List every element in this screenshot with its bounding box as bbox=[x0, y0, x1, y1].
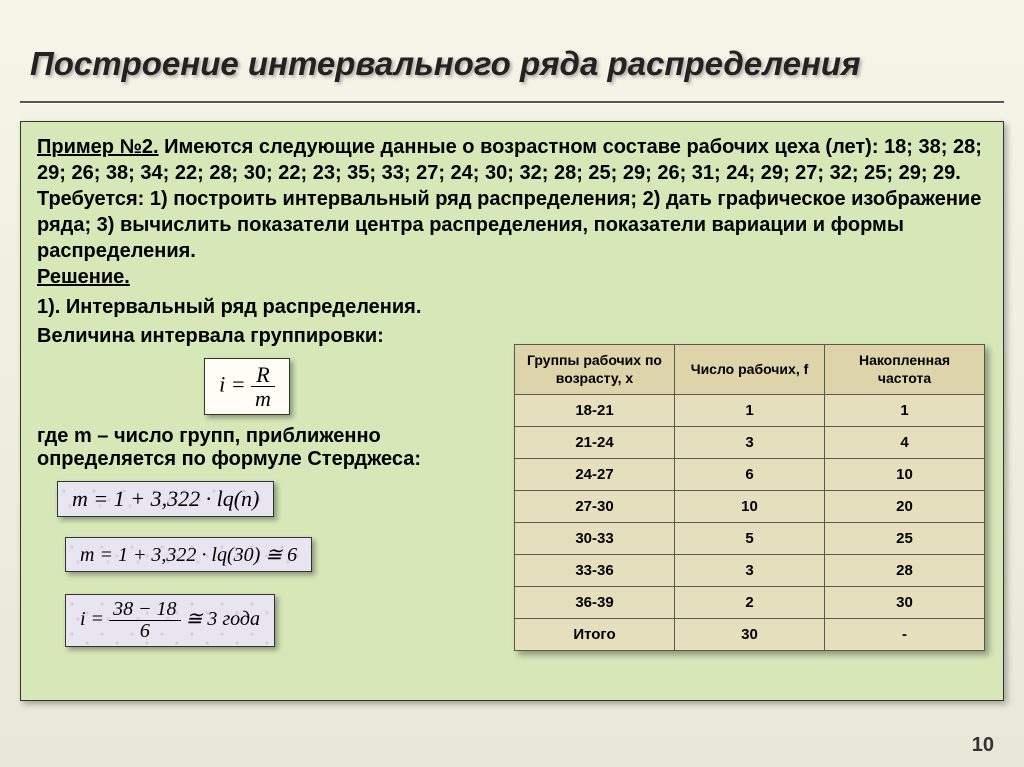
i-calc-num: 38 − 18 bbox=[109, 599, 181, 621]
formula-i-num: R bbox=[251, 363, 275, 387]
table-cell: 28 bbox=[825, 555, 985, 587]
table-cell: 6 bbox=[675, 459, 825, 491]
formula-i-box: i = Rm bbox=[204, 358, 290, 415]
th-count: Число рабочих, f bbox=[675, 345, 825, 395]
table-cell: 27-30 bbox=[515, 491, 675, 523]
divider bbox=[20, 101, 1004, 103]
table-row: 21-2434 bbox=[515, 427, 985, 459]
table-cell: 25 bbox=[825, 523, 985, 555]
table-cell: 30 bbox=[675, 619, 825, 651]
table-cell: 10 bbox=[675, 491, 825, 523]
i-calc-frac: 38 − 186 bbox=[109, 599, 181, 642]
th-cumfreq: Накопленная частота bbox=[825, 345, 985, 395]
table-row: Итого30- bbox=[515, 619, 985, 651]
table-cell: 1 bbox=[675, 395, 825, 427]
formula-i-frac: Rm bbox=[251, 363, 275, 410]
table-cell: 20 bbox=[825, 491, 985, 523]
table-cell: 3 bbox=[675, 555, 825, 587]
table-cell: 5 bbox=[675, 523, 825, 555]
table-cell: - bbox=[825, 619, 985, 651]
table-cell: 21-24 bbox=[515, 427, 675, 459]
content-box: Пример №2. Имеются следующие данные о во… bbox=[20, 121, 1004, 701]
i-calc-rhs: ≅ 3 года bbox=[181, 608, 260, 630]
th-groups: Группы рабочих по возрасту, x bbox=[515, 345, 675, 395]
table-row: 30-33525 bbox=[515, 523, 985, 555]
table-cell: Итого bbox=[515, 619, 675, 651]
table-cell: 3 bbox=[675, 427, 825, 459]
table-cell: 36-39 bbox=[515, 587, 675, 619]
problem-statement: Пример №2. Имеются следующие данные о во… bbox=[37, 134, 987, 290]
example-label: Пример №2. bbox=[37, 136, 159, 158]
table-cell: 24-27 bbox=[515, 459, 675, 491]
i-calc-lhs: i = bbox=[80, 608, 109, 630]
table-row: 27-301020 bbox=[515, 491, 985, 523]
table-cell: 30-33 bbox=[515, 523, 675, 555]
step1-title: 1). Интервальный ряд распределения. bbox=[37, 296, 987, 319]
page-number: 10 bbox=[972, 734, 994, 757]
table-row: 36-39230 bbox=[515, 587, 985, 619]
distribution-table: Группы рабочих по возрасту, x Число рабо… bbox=[514, 344, 985, 651]
m-description: где m – число групп, приближенно определ… bbox=[37, 425, 457, 471]
table-cell: 2 bbox=[675, 587, 825, 619]
table-row: 24-27610 bbox=[515, 459, 985, 491]
i-calc-box: i = 38 − 186 ≅ 3 года bbox=[65, 594, 275, 647]
problem-intro: Имеются следующие данные о возрастном со… bbox=[159, 136, 885, 158]
table-cell: 30 bbox=[825, 587, 985, 619]
solution-label: Решение. bbox=[37, 266, 130, 288]
table-cell: 18-21 bbox=[515, 395, 675, 427]
m-calc-box: m = 1 + 3,322 · lq(30) ≅ 6 bbox=[65, 537, 312, 572]
formula-i-den: m bbox=[251, 387, 275, 410]
slide-title: Построение интервального ряда распределе… bbox=[0, 0, 1024, 101]
table-cell: 4 bbox=[825, 427, 985, 459]
table-row: 33-36328 bbox=[515, 555, 985, 587]
table-header-row: Группы рабочих по возрасту, x Число рабо… bbox=[515, 345, 985, 395]
i-calc-den: 6 bbox=[109, 621, 181, 642]
sturges-formula-box: m = 1 + 3,322 · lq(n) bbox=[57, 481, 274, 517]
table-row: 18-2111 bbox=[515, 395, 985, 427]
interval-size-label: Величина интервала группировки: bbox=[37, 325, 457, 348]
formula-i-eq: = bbox=[225, 372, 251, 397]
problem-task: Требуется: 1) построить интервальный ряд… bbox=[37, 188, 981, 262]
left-column: Величина интервала группировки: i = Rm г… bbox=[37, 319, 457, 651]
table-cell: 33-36 bbox=[515, 555, 675, 587]
table-cell: 1 bbox=[825, 395, 985, 427]
table-cell: 10 bbox=[825, 459, 985, 491]
